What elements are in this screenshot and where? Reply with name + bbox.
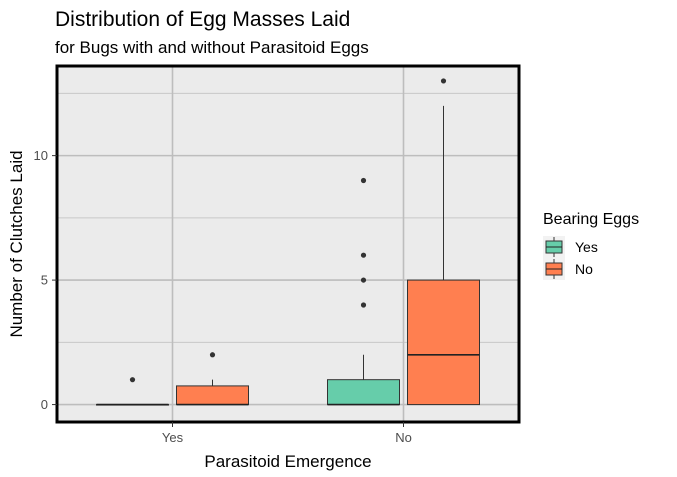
outlier-point [360,177,367,184]
x-tick-label: Yes [162,430,184,445]
outlier-point [209,352,216,358]
boxplot-yes-yes [96,377,169,406]
box [327,379,400,406]
chart-title: Distribution of Egg Masses Laid [55,8,350,31]
box [176,385,249,406]
y-axis-title: Number of Clutches Laid [7,150,26,337]
x-tick-label: No [395,430,412,445]
y-tick-label: 10 [34,148,48,163]
legend-label-no: No [575,261,593,277]
plot-border [55,64,521,424]
x-axis-title: Parasitoid Emergence [204,452,371,471]
boxplot-no-yes [176,352,249,406]
outlier-point [129,377,136,383]
boxplot-no-no [407,78,480,406]
boxplot-yes-no [327,177,400,406]
outlier-point [360,252,367,258]
legend: Bearing Eggs Yes No [543,211,639,280]
box [407,279,480,406]
y-tick-label: 5 [41,273,48,288]
legend-key-no [543,258,565,280]
y-tick-label: 0 [41,397,48,412]
y-axis: 0 5 10 [34,148,57,412]
legend-label-yes: Yes [575,239,598,255]
outlier-point [360,302,367,308]
boxplots [96,78,480,406]
x-axis: Yes No [162,422,412,445]
outlier-point [440,78,447,84]
legend-title: Bearing Eggs [543,211,639,228]
chart-subtitle: for Bugs with and without Parasitoid Egg… [55,38,369,57]
outlier-point [360,277,367,283]
legend-key-yes [543,236,565,258]
